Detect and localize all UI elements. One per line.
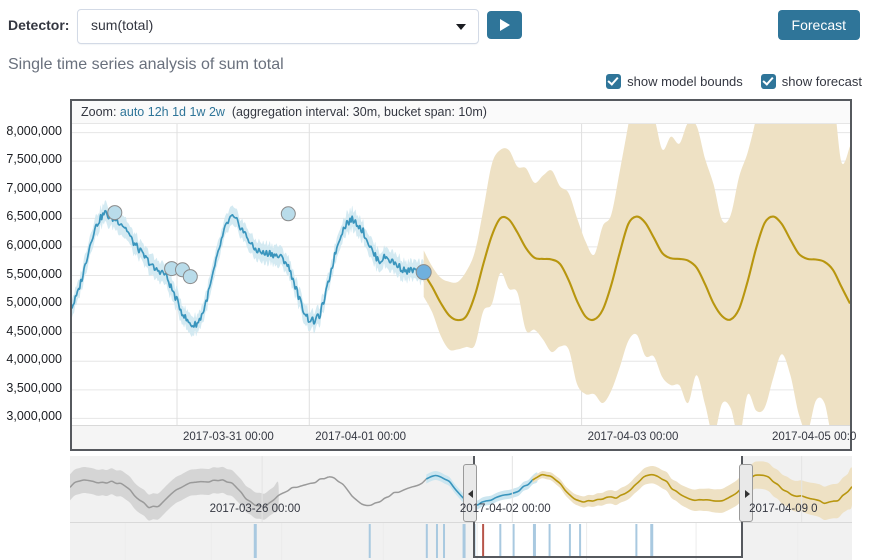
navigator-history-line bbox=[70, 476, 427, 509]
navigator-swimlane-separator bbox=[586, 522, 588, 560]
zoom-controls: Zoom: auto 12h 1d 1w 2w (aggregation int… bbox=[81, 105, 487, 119]
y-axis-tick: 4,000,000 bbox=[6, 352, 62, 367]
navigator-right-handle[interactable] bbox=[739, 464, 753, 522]
navigator-swimlane-tick bbox=[650, 524, 654, 558]
navigator-swimlane-tick bbox=[482, 524, 485, 558]
navigator-gridline bbox=[261, 456, 263, 522]
navigator-swimlane-tick bbox=[548, 524, 551, 558]
toolbar: Detector: sum(total) Forecast bbox=[0, 0, 870, 52]
navigator-forecast-line bbox=[532, 473, 852, 505]
show-model-bounds-checkbox[interactable]: show model bounds bbox=[606, 74, 743, 89]
anomaly-marker[interactable] bbox=[280, 206, 296, 222]
checkbox-checked-icon bbox=[760, 74, 776, 89]
zoom-level-2w[interactable]: 2w bbox=[208, 105, 225, 119]
navigator-swimlane-separator bbox=[797, 522, 799, 560]
play-icon bbox=[500, 19, 510, 31]
actual-series-line bbox=[72, 209, 425, 328]
navigator-left-handle[interactable] bbox=[463, 464, 477, 522]
y-axis: 8,000,000 7,500,000 7,000,000 6,500,000 6,00… bbox=[0, 99, 68, 451]
x-axis-tick: 2017-04-05 00:0 bbox=[772, 431, 857, 443]
page-subtitle: Single time series analysis of sum total bbox=[8, 56, 284, 73]
y-axis-tick: 6,500,000 bbox=[6, 209, 62, 224]
navigator-swimlane-tick bbox=[435, 524, 438, 558]
navigator-swimlane-tick bbox=[368, 524, 371, 558]
chevron-down-icon bbox=[456, 24, 466, 30]
show-model-bounds-label: show model bounds bbox=[627, 74, 743, 89]
forecast-button[interactable]: Forecast bbox=[777, 10, 860, 40]
forecast-confidence-band bbox=[423, 124, 850, 427]
navigator-forecast-band bbox=[532, 461, 852, 521]
navigator-actual-line bbox=[425, 474, 538, 506]
navigator-swimlane-separator bbox=[281, 522, 283, 560]
navigator-swimlane-tick bbox=[512, 524, 515, 558]
navigator-history-bounds-band bbox=[70, 466, 279, 521]
zoom-level-auto[interactable]: auto bbox=[119, 105, 145, 119]
run-button[interactable] bbox=[487, 11, 522, 39]
current-point-marker[interactable] bbox=[415, 264, 432, 281]
navigator-swimlane-separator bbox=[382, 522, 384, 560]
navigator-swimlane-tick bbox=[462, 524, 466, 558]
navigator-divider bbox=[70, 522, 852, 523]
y-axis-tick: 8,000,000 bbox=[6, 123, 62, 138]
navigator-swimlane-tick bbox=[579, 524, 582, 558]
y-axis-tick: 3,500,000 bbox=[6, 380, 62, 395]
actual-model-bounds-band bbox=[72, 200, 424, 337]
navigator-gridline bbox=[801, 456, 803, 522]
navigator-axis-label: 2017-03-26 00:00 bbox=[209, 503, 301, 515]
navigator-axis-label: 2017-04-09 0 bbox=[749, 503, 818, 515]
y-axis-tick: 7,500,000 bbox=[6, 152, 62, 167]
navigator-swimlane-tick bbox=[532, 524, 536, 558]
navigator-svg bbox=[70, 456, 852, 560]
y-axis-tick: 5,500,000 bbox=[6, 266, 62, 281]
navigator-swimlane-tick bbox=[499, 524, 502, 558]
navigator-swimlane-tick bbox=[473, 524, 476, 558]
navigator-swimlane-tick bbox=[253, 524, 257, 558]
chart-options: show model bounds show forecast bbox=[606, 74, 862, 89]
chevron-left-icon bbox=[468, 490, 473, 498]
navigator-swimlane-tick bbox=[425, 524, 428, 558]
zoom-label: Zoom: bbox=[81, 105, 117, 119]
navigator-gridline bbox=[511, 456, 513, 522]
detector-label: Detector: bbox=[8, 17, 70, 33]
y-axis-tick: 5,000,000 bbox=[6, 295, 62, 310]
checkbox-checked-icon bbox=[606, 74, 622, 89]
y-axis-tick: 3,000,000 bbox=[6, 409, 62, 424]
zoom-bar: Zoom: auto 12h 1d 1w 2w (aggregation int… bbox=[72, 101, 850, 124]
navigator-swimlane-separator bbox=[210, 522, 212, 560]
show-forecast-checkbox[interactable]: show forecast bbox=[760, 74, 862, 89]
x-axis-tick: 2017-04-03 00:00 bbox=[587, 431, 679, 443]
show-forecast-label: show forecast bbox=[781, 74, 862, 89]
navigator-swimlane-separator bbox=[476, 522, 478, 560]
navigator-swimlane-tick bbox=[635, 524, 638, 558]
navigator-swimlane-separator bbox=[124, 522, 126, 560]
x-axis-tick: 2017-03-31 00:00 bbox=[183, 431, 274, 443]
x-axis: 2017-03-31 00:00 2017-04-01 00:00 2017-04-… bbox=[72, 425, 856, 449]
navigator-axis-label: 2017-04-02 00:00 bbox=[459, 503, 551, 515]
zoom-level-1w[interactable]: 1w bbox=[189, 105, 206, 119]
chart-svg bbox=[72, 124, 850, 427]
navigator-swimlane-tick bbox=[568, 524, 571, 558]
navigator-swimlane-background bbox=[70, 522, 852, 560]
forecast-series-line bbox=[422, 215, 850, 322]
aggregation-info: (aggregation interval: 30m, bucket span:… bbox=[231, 105, 487, 119]
zoom-level-12h[interactable]: 12h bbox=[147, 105, 169, 119]
chevron-right-icon bbox=[745, 490, 750, 498]
zoom-level-1d[interactable]: 1d bbox=[172, 105, 186, 119]
x-axis-tick: 2017-04-01 00:00 bbox=[315, 431, 407, 443]
y-axis-tick: 6,000,000 bbox=[6, 237, 62, 252]
chart-plot-area[interactable] bbox=[72, 124, 850, 427]
navigator[interactable]: 2017-03-26 00:00 2017-04-02 00:00 2017-04-… bbox=[70, 456, 852, 560]
y-axis-tick: 4,500,000 bbox=[6, 323, 62, 338]
anomaly-marker[interactable] bbox=[182, 269, 198, 285]
anomaly-marker[interactable] bbox=[107, 205, 123, 221]
y-axis-tick: 7,000,000 bbox=[6, 180, 62, 195]
detector-select[interactable]: sum(total) bbox=[77, 9, 479, 44]
timeseries-chart: Zoom: auto 12h 1d 1w 2w (aggregation int… bbox=[70, 99, 856, 451]
navigator-swimlane-separator bbox=[695, 522, 697, 560]
detector-selected-value: sum(total) bbox=[91, 17, 154, 33]
navigator-swimlane-tick bbox=[443, 524, 446, 558]
